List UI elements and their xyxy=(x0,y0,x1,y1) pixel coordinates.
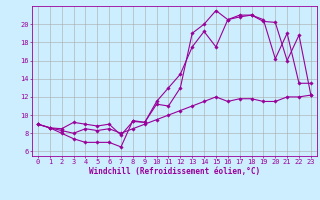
X-axis label: Windchill (Refroidissement éolien,°C): Windchill (Refroidissement éolien,°C) xyxy=(89,167,260,176)
